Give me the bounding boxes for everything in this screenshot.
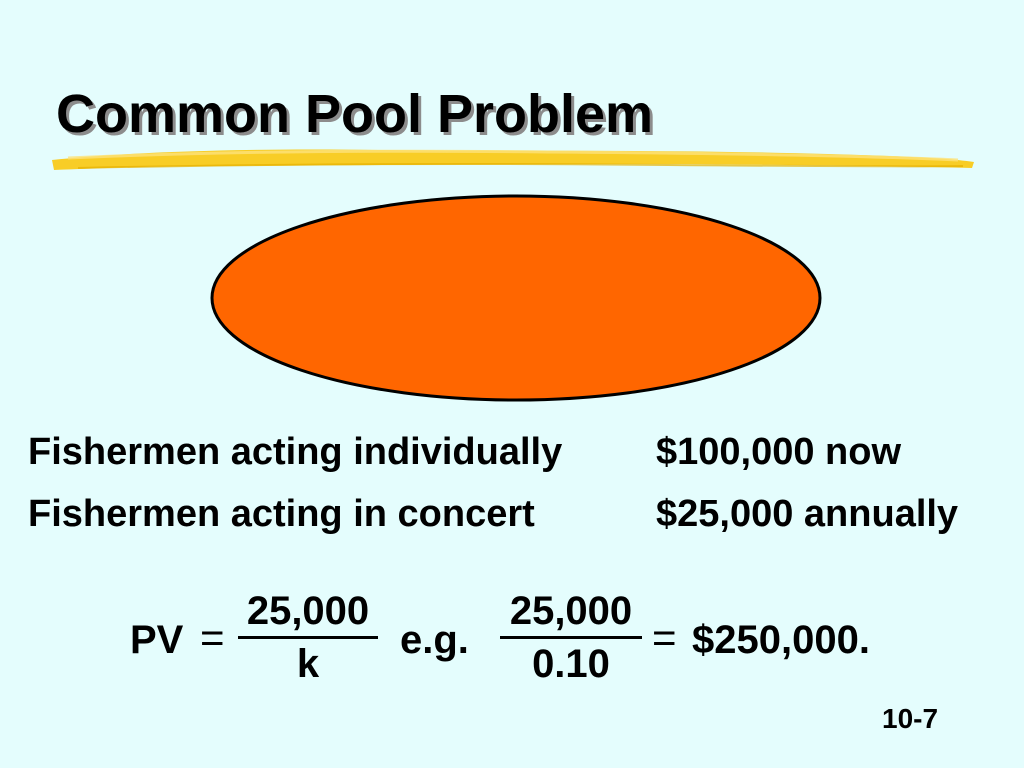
fraction-numerator: 25,000 <box>246 589 370 633</box>
slide-number: 10-7 <box>882 703 939 734</box>
slide-title: Common Pool Problem <box>56 84 654 144</box>
highlighter-underline <box>52 149 974 170</box>
fraction-denominator: 0.10 <box>532 642 610 686</box>
common-pool-ellipse <box>210 194 822 402</box>
example-label: e.g. <box>400 618 469 662</box>
equals-sign: = <box>200 614 225 661</box>
row-amount: $25,000 annually <box>656 493 959 535</box>
equals-sign: = <box>652 614 677 661</box>
row-amount: $100,000 now <box>656 431 902 473</box>
fraction-bar <box>238 636 378 639</box>
formula-lhs: PV <box>130 618 184 662</box>
present-value-formula: PV = 25,000 k e.g. 25,000 0.10 = $250,00… <box>0 580 1024 700</box>
fraction-general: 25,000 k <box>238 588 378 687</box>
fraction-example: 25,000 0.10 <box>500 588 642 687</box>
fraction-denominator: k <box>296 642 320 686</box>
row-label: Fishermen acting individually <box>28 431 563 473</box>
fraction-numerator: 25,000 <box>509 589 633 633</box>
row-label: Fishermen acting in concert <box>28 493 535 535</box>
fraction-bar <box>500 636 642 639</box>
formula-result: $250,000. <box>692 618 870 662</box>
